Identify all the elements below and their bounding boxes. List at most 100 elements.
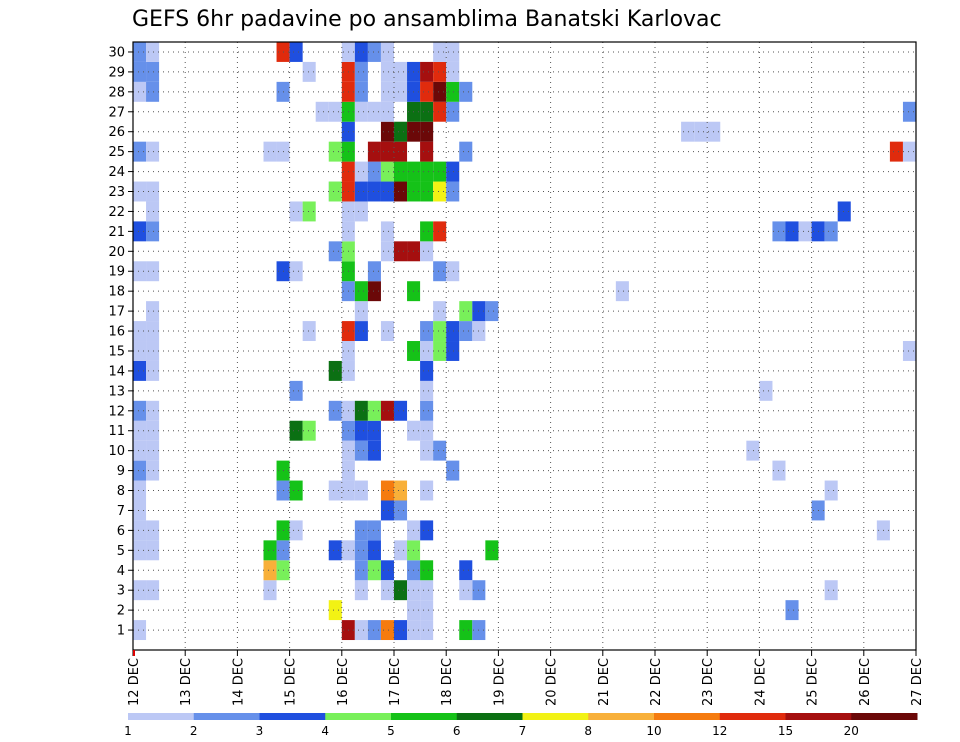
precip-cell — [433, 181, 447, 202]
precip-cell — [459, 141, 473, 162]
y-tick-label: 9 — [117, 464, 125, 479]
legend-swatch — [654, 713, 721, 720]
legend-swatch — [588, 713, 655, 720]
precip-cell — [354, 580, 368, 601]
precip-cell — [889, 141, 903, 162]
precip-cell — [394, 61, 408, 82]
precip-cell — [785, 600, 799, 621]
legend-swatch — [391, 713, 458, 720]
precip-cell — [133, 480, 147, 501]
precip-cell — [367, 101, 381, 122]
precip-cell — [433, 341, 447, 361]
y-tick-label: 18 — [108, 285, 125, 300]
precip-cell — [824, 480, 838, 501]
legend-label: 4 — [321, 724, 329, 738]
x-tick-label: 25 DEC — [806, 658, 821, 706]
precip-cell — [824, 221, 838, 242]
precip-cell — [902, 341, 916, 361]
y-tick-label: 8 — [117, 484, 125, 499]
precip-cell — [380, 181, 394, 202]
precip-cell — [146, 81, 160, 102]
precip-cell — [146, 261, 160, 282]
precip-cell — [133, 42, 147, 62]
precip-cell — [380, 101, 394, 122]
precip-cell — [420, 480, 434, 501]
color-legend: 1 2 3 4 5 6 7 8 10 12 15 20 — [124, 713, 918, 738]
precip-cell — [420, 600, 434, 621]
y-tick-label: 16 — [108, 325, 125, 340]
y-axis-ticks: 1234567891011121314151617181920212223242… — [108, 45, 133, 639]
precip-cell — [354, 301, 368, 322]
precip-cell — [824, 580, 838, 601]
x-tick-label: 14 DEC — [231, 658, 246, 706]
precip-cell — [446, 161, 460, 182]
precip-cell — [380, 161, 394, 182]
precip-cell — [380, 500, 394, 521]
precip-cell — [146, 540, 160, 561]
precip-cell — [380, 480, 394, 501]
precip-cell — [420, 141, 434, 162]
precip-cell — [433, 221, 447, 242]
x-tick-label: 20 DEC — [545, 658, 560, 706]
precip-cell — [133, 400, 147, 421]
precip-cell — [367, 420, 381, 441]
precip-cell — [459, 620, 473, 641]
precip-cell — [459, 560, 473, 581]
precip-cell — [354, 201, 368, 222]
precip-cell — [681, 121, 695, 142]
y-tick-label: 20 — [108, 245, 125, 260]
y-tick-label: 24 — [108, 165, 125, 180]
precip-cell — [133, 620, 147, 641]
precip-cell — [146, 42, 160, 62]
precip-cell — [367, 560, 381, 581]
y-tick-label: 25 — [108, 145, 125, 160]
precip-cell — [485, 540, 499, 561]
precip-cell — [615, 281, 629, 302]
precip-cell — [394, 620, 408, 641]
y-tick-label: 4 — [117, 564, 125, 579]
precip-cell — [146, 460, 160, 481]
legend-swatch — [456, 713, 523, 720]
precip-cell — [328, 400, 342, 421]
precip-cell — [354, 161, 368, 182]
precip-cell — [420, 440, 434, 461]
y-tick-label: 28 — [108, 85, 125, 100]
precip-cell — [394, 141, 408, 162]
precip-cell — [446, 460, 460, 481]
legend-label: 12 — [712, 724, 727, 738]
precip-cell — [263, 540, 277, 561]
precip-cell — [133, 341, 147, 361]
precip-cell — [302, 61, 316, 82]
precip-cell — [446, 42, 460, 62]
y-tick-label: 17 — [108, 305, 125, 320]
precip-cell — [302, 201, 316, 222]
precip-cell — [289, 480, 303, 501]
precip-cell — [146, 141, 160, 162]
precip-cell — [459, 321, 473, 342]
legend-label: 15 — [778, 724, 793, 738]
precip-cell — [433, 101, 447, 122]
legend-label: 20 — [844, 724, 859, 738]
precip-cell — [302, 420, 316, 441]
precip-cell — [146, 400, 160, 421]
precip-cell — [459, 81, 473, 102]
x-tick-label: 22 DEC — [649, 658, 664, 706]
precip-cell — [367, 161, 381, 182]
precip-cell — [354, 620, 368, 641]
precip-cell — [902, 101, 916, 122]
y-tick-label: 2 — [117, 604, 125, 619]
precip-cell — [380, 620, 394, 641]
legend-swatch — [325, 713, 392, 720]
x-tick-label: 18 DEC — [440, 658, 455, 706]
precip-cell — [146, 520, 160, 541]
precip-cell — [146, 580, 160, 601]
precip-cell — [380, 221, 394, 242]
y-tick-label: 14 — [108, 364, 125, 379]
precip-cell — [420, 61, 434, 82]
legend-swatch — [851, 713, 918, 720]
x-axis-ticks: 12 DEC 13 DEC 14 DEC 15 DEC 16 DEC 17 DEC 18 D… — [127, 650, 925, 706]
chart-title: GEFS 6hr padavine po ansamblima Banatski… — [132, 7, 722, 32]
precip-cell — [354, 560, 368, 581]
precip-cell — [446, 181, 460, 202]
precip-cell — [420, 101, 434, 122]
